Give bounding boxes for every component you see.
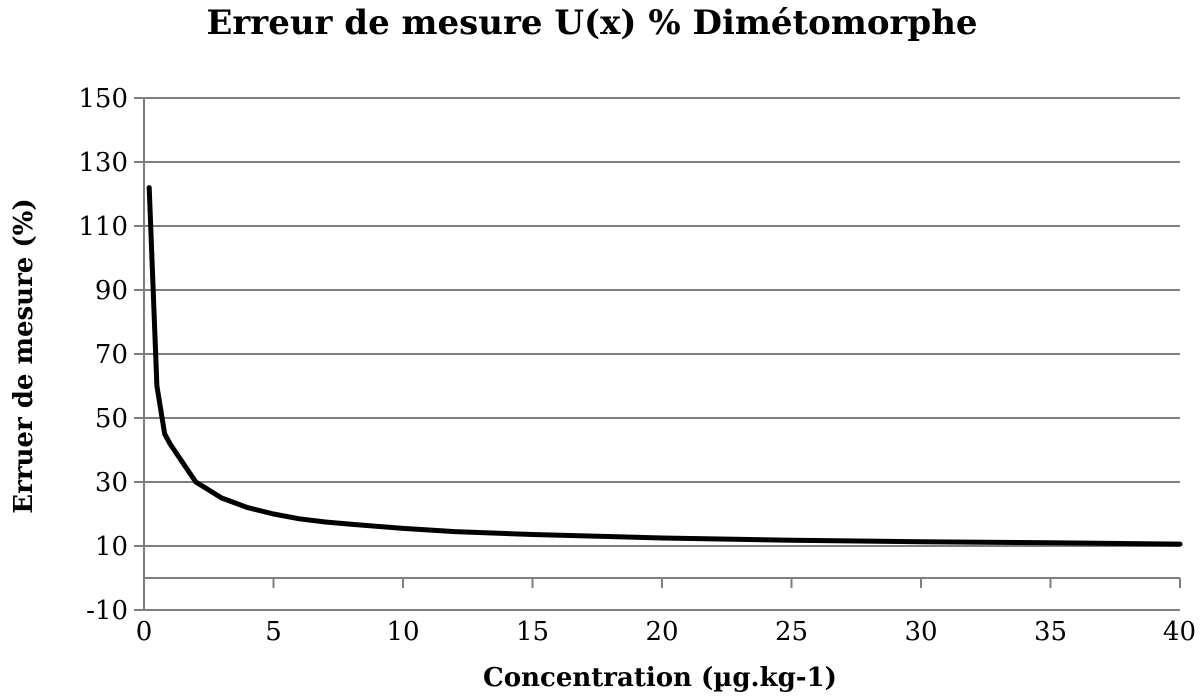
x-tick-label: 20 xyxy=(645,617,678,647)
y-tick-label: 50 xyxy=(95,404,128,434)
x-axis-title: Concentration (µg.kg-1) xyxy=(483,663,837,693)
y-axis-title: Erruer de mesure (%) xyxy=(9,198,39,513)
x-tick-label: 10 xyxy=(386,617,419,647)
x-tick-label: 0 xyxy=(136,617,153,647)
axes xyxy=(143,98,1181,610)
y-tick-label: 70 xyxy=(95,340,128,370)
x-tick-label: 35 xyxy=(1034,617,1067,647)
x-tick-labels: 0 5 10 15 20 25 30 35 40 xyxy=(136,617,1196,647)
x-tick-label: 25 xyxy=(775,617,808,647)
y-tick-label: 10 xyxy=(95,532,128,562)
y-tick-labels: -10 10 30 50 70 90 110 130 150 xyxy=(78,84,128,626)
y-tick-label: 110 xyxy=(78,212,128,242)
x-tick-label: 15 xyxy=(516,617,549,647)
x-tick-label: 40 xyxy=(1163,617,1196,647)
chart-title: Erreur de mesure U(x) % Dimétomorphe xyxy=(206,3,977,43)
x-tick-label: 5 xyxy=(265,617,282,647)
y-tick-label: 90 xyxy=(95,276,128,306)
y-tick-label: 150 xyxy=(78,84,128,114)
series-group xyxy=(146,185,1183,547)
y-tick-label: 30 xyxy=(95,468,128,498)
y-tick-label: 130 xyxy=(78,148,128,178)
gridlines xyxy=(134,97,1180,611)
series-line xyxy=(146,185,1183,547)
y-tick-label: -10 xyxy=(86,596,128,626)
x-tick-label: 30 xyxy=(904,617,937,647)
